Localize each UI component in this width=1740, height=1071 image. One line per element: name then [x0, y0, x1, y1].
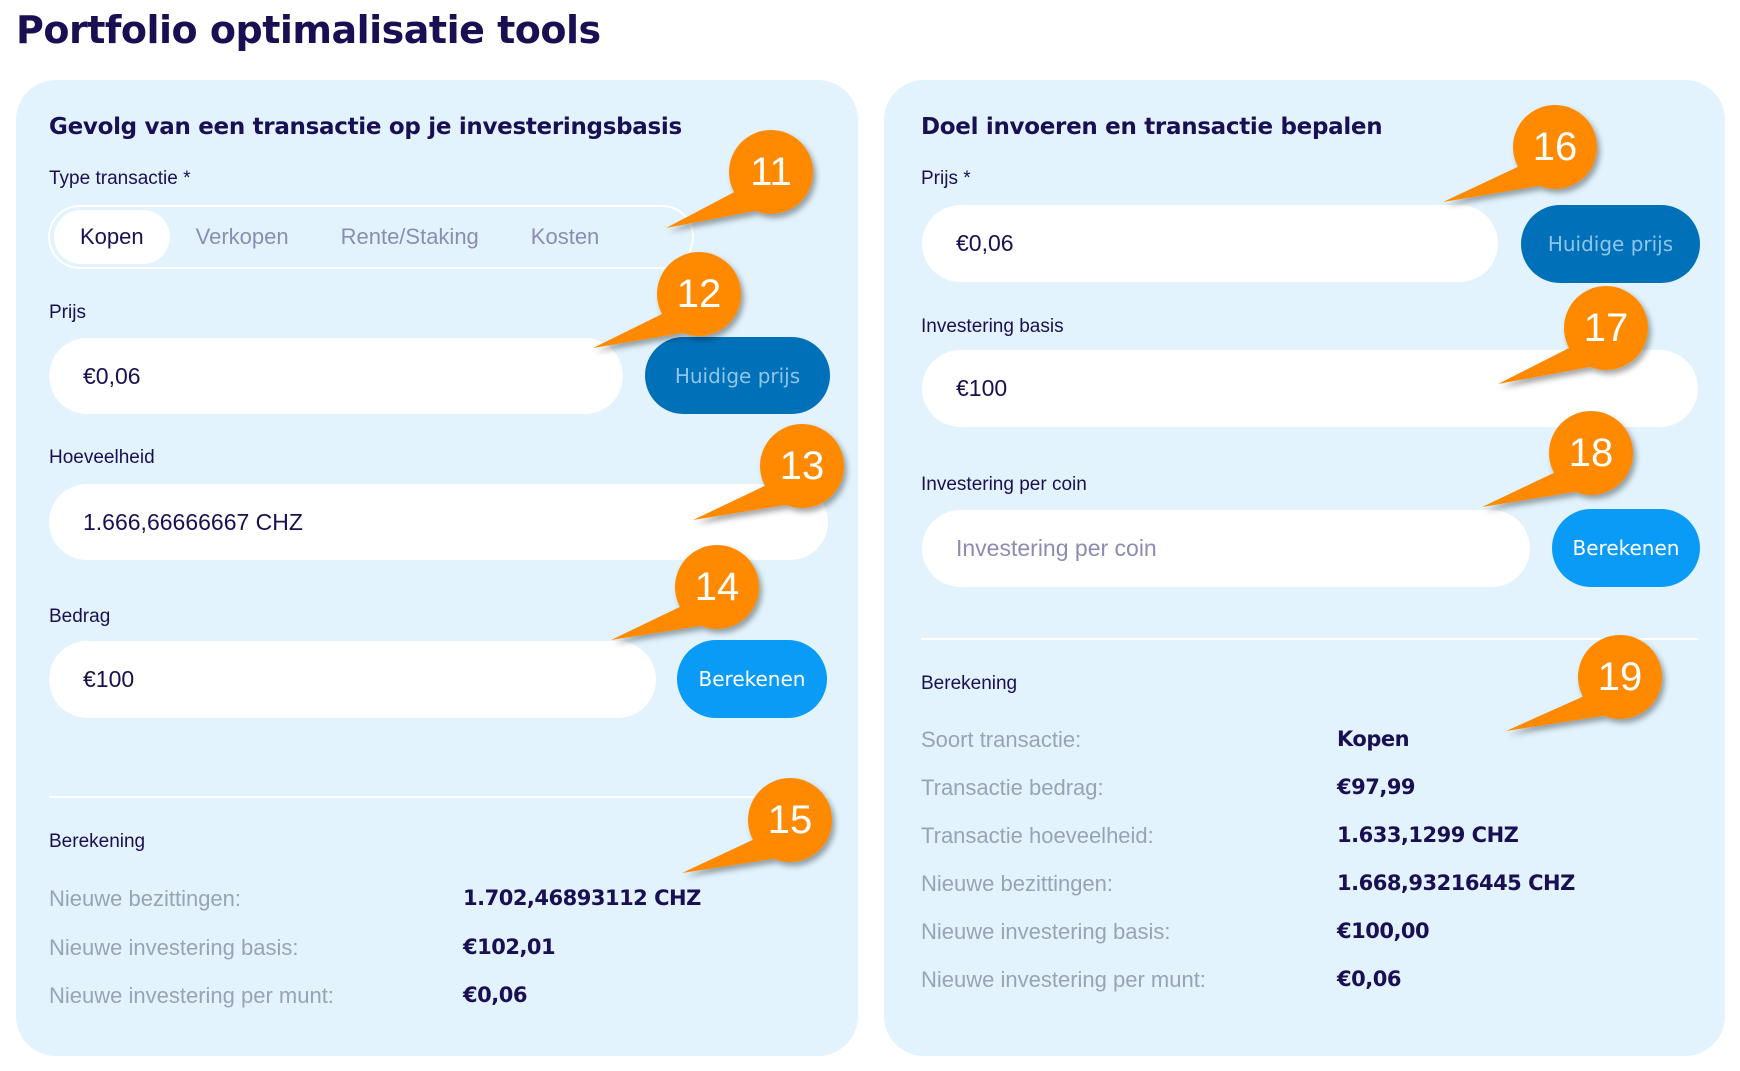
target-result-label-new-per-coin: Nieuwe investering per munt:	[921, 967, 1206, 992]
callout-15: 15	[747, 777, 833, 863]
callout-number: 14	[694, 564, 740, 609]
segment-verkopen[interactable]: Verkopen	[195, 224, 289, 249]
quantity-label: Hoeveelheid	[49, 447, 155, 468]
price-label: Prijs	[49, 302, 86, 323]
target-price-label: Prijs *	[921, 168, 971, 189]
target-current-price-button[interactable]: Huidige prijs	[1521, 205, 1700, 283]
result-value-new-per-coin: €0,06	[463, 983, 527, 1007]
transaction-effect-heading: Gevolg van een transactie op je invester…	[49, 114, 682, 140]
result-value-new-holdings: 1.702,46893112 CHZ	[463, 886, 701, 910]
callout-number: 12	[676, 271, 722, 316]
calculate-button[interactable]: Berekenen	[677, 640, 827, 718]
target-result-label-quantity: Transactie hoeveelheid:	[921, 823, 1154, 848]
results-title: Berekening	[49, 831, 146, 852]
callout-number: 16	[1532, 124, 1578, 169]
transaction-type-label: Type transactie *	[49, 168, 191, 189]
investment-basis-label: Investering basis	[921, 316, 1064, 337]
target-result-label-new-holdings: Nieuwe bezittingen:	[921, 871, 1114, 896]
target-result-value-new-basis: €100,00	[1337, 919, 1430, 943]
amount-label: Bedrag	[49, 606, 111, 627]
target-price-input[interactable]	[922, 205, 1498, 282]
callout-17: 17	[1563, 285, 1649, 371]
callout-number: 11	[750, 149, 792, 194]
target-results-divider	[921, 638, 1698, 640]
current-price-button[interactable]: Huidige prijs	[645, 337, 830, 414]
price-input[interactable]	[49, 338, 623, 414]
segment-rente-staking[interactable]: Rente/Staking	[340, 224, 479, 249]
callout-number: 18	[1568, 430, 1614, 475]
callout-number: 15	[767, 797, 813, 842]
result-label-new-holdings: Nieuwe bezittingen:	[49, 886, 242, 911]
callout-11: 11	[728, 129, 814, 215]
target-result-label-amount: Transactie bedrag:	[921, 775, 1104, 800]
target-result-label-new-basis: Nieuwe investering basis:	[921, 919, 1171, 944]
callout-number: 13	[779, 443, 825, 488]
target-result-value-quantity: 1.633,1299 CHZ	[1337, 823, 1519, 847]
investment-per-coin-label: Investering per coin	[921, 474, 1087, 495]
investment-per-coin-input[interactable]	[922, 510, 1530, 587]
callout-18: 18	[1548, 410, 1634, 496]
result-value-new-basis: €102,01	[463, 935, 556, 959]
callout-12: 12	[656, 251, 742, 337]
target-calculate-button[interactable]: Berekenen	[1552, 509, 1700, 587]
target-result-value-new-per-coin: €0,06	[1337, 967, 1401, 991]
segment-kopen[interactable]: Kopen	[54, 210, 170, 264]
results-divider	[49, 796, 828, 798]
target-result-value-type: Kopen	[1337, 727, 1410, 751]
callout-number: 17	[1583, 305, 1629, 350]
result-label-new-basis: Nieuwe investering basis:	[49, 935, 299, 960]
target-result-value-amount: €97,99	[1337, 775, 1416, 799]
amount-input[interactable]	[49, 641, 656, 718]
target-results-title: Berekening	[921, 673, 1018, 694]
target-result-label-type: Soort transactie:	[921, 727, 1082, 752]
target-transaction-heading: Doel invoeren en transactie bepalen	[921, 114, 1383, 140]
result-label-new-per-coin: Nieuwe investering per munt:	[49, 983, 334, 1008]
callout-number: 19	[1597, 654, 1643, 699]
segment-kosten[interactable]: Kosten	[530, 224, 600, 249]
target-result-value-new-holdings: 1.668,93216445 CHZ	[1337, 871, 1575, 895]
callout-19: 19	[1577, 634, 1663, 720]
callout-14: 14	[674, 544, 760, 630]
callout-13: 13	[759, 423, 845, 509]
transaction-type-segmented-control: Kopen Verkopen Rente/Staking Kosten	[48, 205, 694, 269]
callout-16: 16	[1512, 104, 1598, 190]
page-title: Portfolio optimalisatie tools	[16, 8, 601, 52]
